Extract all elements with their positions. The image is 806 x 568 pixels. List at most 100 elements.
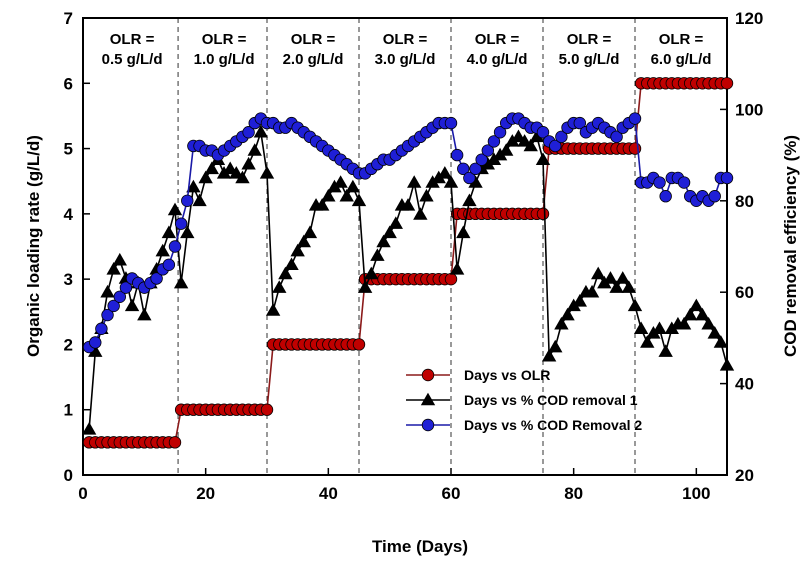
data-point: [677, 176, 691, 189]
data-point: [229, 166, 244, 179]
data-point: [235, 170, 250, 184]
data-point: [278, 266, 293, 280]
data-point: [376, 234, 391, 248]
y-tick-label-left: 5: [64, 140, 73, 159]
data-point: [536, 126, 550, 139]
data-point: [265, 303, 281, 316]
data-point: [81, 421, 97, 435]
data-point: [443, 175, 459, 188]
data-point: [137, 307, 152, 321]
data-point: [462, 193, 477, 207]
y-tick-label-left: 0: [64, 466, 73, 485]
data-point: [113, 290, 127, 303]
phase-label-line1-2: OLR =: [202, 31, 247, 48]
legend-label: Days vs % COD removal 1: [464, 392, 638, 408]
data-point: [549, 139, 562, 153]
data-point: [400, 198, 416, 211]
data-point: [676, 316, 692, 330]
phase-label-line2-1: 0.5 g/L/d: [102, 51, 163, 68]
data-point: [167, 202, 183, 216]
data-point: [302, 225, 318, 239]
data-point: [437, 166, 453, 179]
data-point: [720, 171, 734, 185]
data-point: [615, 271, 630, 284]
data-point: [683, 307, 698, 321]
data-point: [241, 156, 256, 170]
data-point: [107, 299, 120, 313]
data-point: [444, 116, 458, 130]
data-point: [610, 130, 623, 144]
data-point: [388, 216, 403, 229]
y-tick-label-right: 20: [735, 466, 754, 485]
x-tick-label: 20: [196, 484, 215, 503]
data-point: [370, 248, 385, 261]
y-axis-title-left: Organic loading rate (g/L/d): [24, 135, 43, 357]
phase-label-line1-6: OLR =: [567, 31, 612, 48]
data-point: [253, 124, 269, 138]
data-point: [351, 193, 367, 207]
data-point: [621, 280, 637, 293]
data-point: [95, 322, 108, 335]
data-point: [609, 280, 624, 293]
data-point: [260, 403, 274, 416]
data-point: [321, 188, 336, 202]
data-point: [493, 126, 507, 139]
phase-label-line1-5: OLR =: [475, 31, 520, 48]
data-point: [560, 307, 575, 321]
phase-label-line2-3: 2.0 g/L/d: [283, 51, 344, 68]
y-tick-label-right: 40: [735, 375, 754, 394]
y-tick-label-left: 1: [64, 401, 73, 420]
data-point: [456, 225, 471, 239]
y-tick-label-left: 4: [64, 205, 74, 224]
data-point: [155, 243, 170, 257]
data-point: [186, 179, 201, 193]
y-tick-label-right: 120: [735, 9, 763, 28]
x-tick-label: 0: [78, 484, 87, 503]
data-point: [259, 166, 275, 179]
legend-entry-2: Days vs % COD removal 1: [406, 392, 638, 408]
data-point: [174, 217, 188, 230]
data-point: [475, 153, 488, 166]
data-point: [640, 335, 655, 348]
data-point: [100, 284, 115, 298]
data-point: [382, 225, 397, 239]
data-point: [284, 257, 299, 271]
data-point: [345, 179, 361, 193]
data-point: [701, 316, 716, 330]
y-tick-label-right: 60: [735, 283, 754, 302]
data-point: [352, 338, 366, 351]
data-point: [658, 344, 673, 357]
data-point: [198, 170, 213, 184]
data-point: [180, 225, 195, 239]
data-point: [720, 77, 734, 90]
data-point: [364, 266, 379, 280]
legend-marker: [421, 368, 435, 382]
data-point: [247, 143, 262, 156]
data-point: [407, 175, 422, 188]
phase-label-line2-7: 6.0 g/L/d: [651, 51, 712, 68]
phase-label-line1-4: OLR =: [383, 31, 428, 48]
data-point: [555, 130, 568, 144]
data-point: [591, 266, 606, 280]
data-point: [223, 161, 238, 175]
data-point: [272, 280, 287, 293]
data-point: [463, 171, 476, 185]
data-point: [511, 129, 526, 143]
data-point: [469, 162, 482, 176]
phase-label-line1-1: OLR =: [110, 31, 155, 48]
data-point: [572, 294, 587, 307]
data-point: [653, 176, 666, 189]
y-tick-label-left: 6: [64, 74, 73, 93]
phase-label-line2-4: 3.0 g/L/d: [375, 51, 436, 68]
phase-label-line2-5: 4.0 g/L/d: [467, 51, 528, 68]
data-point: [536, 207, 550, 221]
data-point: [499, 143, 514, 156]
data-point: [168, 436, 182, 449]
phase-label-line1-7: OLR =: [659, 31, 704, 48]
data-point: [119, 281, 133, 294]
data-point: [162, 258, 176, 271]
data-point: [101, 308, 114, 322]
series-1: [82, 77, 734, 449]
data-point: [89, 336, 102, 349]
